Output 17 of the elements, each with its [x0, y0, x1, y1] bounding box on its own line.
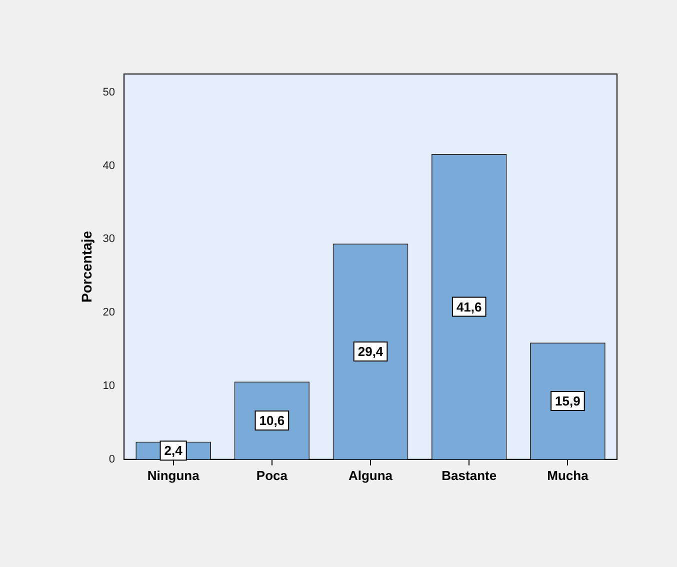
x-tick-label: Mucha: [547, 468, 590, 483]
y-tick-label: 0: [108, 453, 116, 466]
data-label: 2,4: [164, 443, 184, 458]
y-tick-label: 50: [102, 86, 116, 98]
y-tick-label: 20: [102, 306, 116, 319]
y-tick-label: 30: [102, 233, 116, 246]
y-tick-label: 40: [102, 160, 116, 172]
y-axis-title: Porcentaje: [78, 230, 94, 302]
data-label: 41,6: [456, 299, 482, 314]
x-tick-label: Alguna: [348, 468, 394, 483]
x-tick-label: Bastante: [442, 468, 497, 483]
x-tick-label: Ninguna: [147, 468, 200, 483]
data-label: 15,9: [555, 394, 580, 409]
y-tick-label: 10: [102, 380, 116, 392]
data-label: 10,6: [259, 413, 285, 428]
data-label: 29,4: [358, 344, 384, 360]
x-tick-label: Poca: [256, 468, 288, 483]
